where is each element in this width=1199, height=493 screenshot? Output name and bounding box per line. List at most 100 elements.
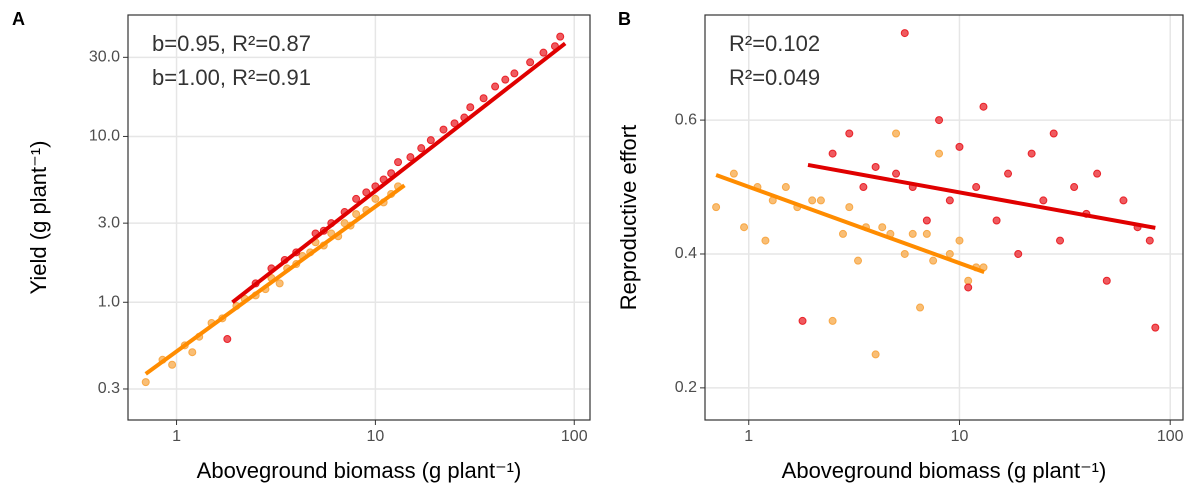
point <box>854 256 863 265</box>
point <box>871 350 880 359</box>
point <box>935 116 944 125</box>
point <box>979 102 988 111</box>
point <box>922 229 931 238</box>
point <box>352 194 361 203</box>
point <box>808 196 817 205</box>
x-tick-label: 100 <box>561 428 588 445</box>
y-tick-label: 1.0 <box>98 293 120 310</box>
point <box>1093 169 1102 178</box>
point <box>781 183 790 192</box>
panel-label: A <box>12 9 25 29</box>
panel-label: B <box>618 9 631 29</box>
point <box>992 216 1001 225</box>
point <box>466 103 475 112</box>
point <box>816 196 825 205</box>
y-tick-label: 0.6 <box>675 111 697 128</box>
x-tick-label: 1 <box>172 428 181 445</box>
point <box>945 249 954 258</box>
y-tick-label: 0.3 <box>98 380 120 397</box>
fit-line <box>144 183 406 376</box>
point <box>892 169 901 178</box>
x-tick-label: 10 <box>951 428 969 445</box>
point <box>900 29 909 38</box>
point <box>406 153 415 162</box>
point <box>892 129 901 138</box>
point <box>1070 183 1079 192</box>
point <box>1004 169 1013 178</box>
point <box>729 169 738 178</box>
point <box>168 360 177 369</box>
point <box>1014 249 1023 258</box>
point <box>828 316 837 325</box>
point <box>1119 196 1128 205</box>
point <box>964 276 973 285</box>
y-axis-label: Yield (g plant⁻¹) <box>26 141 51 295</box>
point <box>491 82 500 91</box>
point <box>1027 149 1036 158</box>
point <box>1102 276 1111 285</box>
point <box>712 203 721 212</box>
point <box>371 194 380 203</box>
x-axis-label: Aboveground biomass (g plant⁻¹) <box>197 458 522 483</box>
point <box>450 119 459 128</box>
point <box>916 303 925 312</box>
x-tick-label: 10 <box>367 428 385 445</box>
point <box>845 203 854 212</box>
point <box>526 58 535 67</box>
point <box>972 183 981 192</box>
y-axis-label: Reproductive effort <box>616 125 641 310</box>
annotation: R²=0.049 <box>729 65 820 90</box>
point <box>859 183 868 192</box>
annotation: b=1.00, R²=0.91 <box>152 65 311 90</box>
point <box>740 223 749 232</box>
point <box>955 142 964 151</box>
fit-line <box>807 162 1156 230</box>
plot-border <box>704 14 1184 421</box>
point <box>275 279 284 288</box>
x-tick-label: 1 <box>744 428 753 445</box>
point <box>1151 323 1160 332</box>
x-axis-label: Aboveground biomass (g plant⁻¹) <box>782 458 1107 483</box>
point <box>955 236 964 245</box>
point <box>417 144 426 153</box>
annotation: b=0.95, R²=0.87 <box>152 31 311 56</box>
point <box>838 229 847 238</box>
y-tick-label: 0.2 <box>675 379 697 396</box>
point <box>1056 236 1065 245</box>
point <box>929 256 938 265</box>
point <box>439 125 448 134</box>
point <box>908 229 917 238</box>
point <box>900 249 909 258</box>
point <box>223 335 232 344</box>
point <box>1145 236 1154 245</box>
fit-line <box>715 173 985 274</box>
point <box>845 129 854 138</box>
point <box>426 136 435 145</box>
point <box>501 75 510 84</box>
point <box>1049 129 1058 138</box>
y-tick-label: 30.0 <box>89 49 120 66</box>
point <box>1039 196 1048 205</box>
point <box>556 32 565 41</box>
point <box>352 210 361 219</box>
point <box>141 378 150 387</box>
point <box>871 162 880 171</box>
point <box>761 236 770 245</box>
y-tick-label: 3.0 <box>98 214 120 231</box>
point <box>188 348 197 357</box>
point <box>479 94 488 103</box>
annotation: R²=0.102 <box>729 31 820 56</box>
point <box>510 69 519 78</box>
point <box>394 158 403 167</box>
plot-border <box>127 14 591 421</box>
fit-line <box>231 41 567 304</box>
point <box>922 216 931 225</box>
point <box>964 283 973 292</box>
y-tick-label: 10.0 <box>89 128 120 145</box>
point <box>945 196 954 205</box>
point <box>828 149 837 158</box>
x-tick-label: 100 <box>1157 428 1184 445</box>
y-tick-label: 0.4 <box>675 245 697 262</box>
point <box>878 223 887 232</box>
